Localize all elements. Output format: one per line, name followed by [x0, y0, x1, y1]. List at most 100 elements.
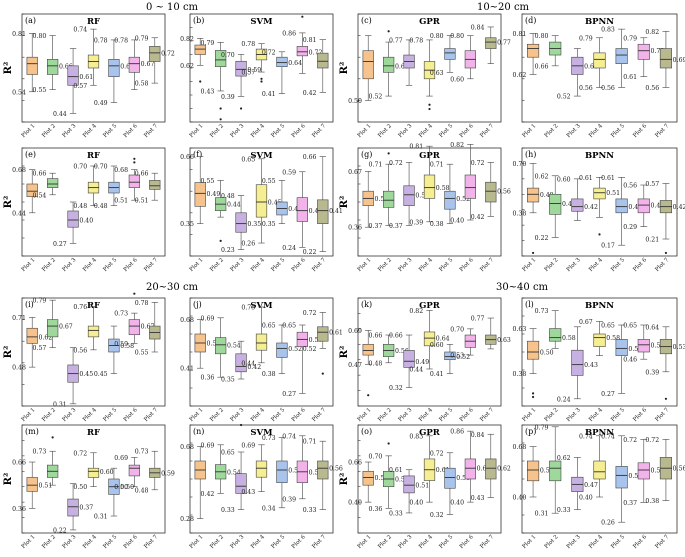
outlier-point — [219, 239, 222, 242]
label-max: 0.73 — [33, 449, 47, 456]
box-iqr — [485, 37, 497, 49]
panel-title: BPNN — [585, 151, 614, 161]
label-max: 0.66 — [369, 333, 383, 340]
label-median: 0.60 — [100, 469, 114, 476]
panel-title: SVM — [250, 17, 273, 27]
label-median: 0.52 — [628, 473, 642, 480]
label-median: 0.61 — [329, 330, 343, 337]
label-min: 0.39 — [221, 94, 235, 101]
x-tick-label: Plot 2 — [209, 534, 225, 550]
x-tick-label: Plot 6 — [632, 123, 648, 139]
panel-title: GPR — [419, 301, 441, 311]
label-max: 0.73 — [114, 311, 128, 318]
x-tick-label: Plot 7 — [654, 257, 670, 273]
box-3: 0.52 0.66 Plot 3 — [557, 48, 598, 139]
label-min: 0.37 — [369, 223, 383, 230]
y-axis-label: R² — [339, 346, 350, 359]
panel-title: RF — [87, 301, 100, 311]
x-tick-label: Plot 1 — [357, 123, 373, 139]
label-max: 0.78 — [241, 41, 255, 48]
label-max: 0.65 — [241, 156, 255, 163]
panel-frame — [521, 13, 678, 123]
label-min: 0.56 — [601, 85, 615, 92]
x-tick-label: Plot 1 — [522, 534, 538, 550]
label-min: 0.40 — [579, 495, 593, 502]
x-tick-label: Plot 7 — [311, 257, 327, 273]
panel-letter: (c) — [361, 16, 372, 25]
outlier-point — [387, 152, 390, 155]
box-iqr — [403, 185, 415, 206]
label-max: 0.81 — [12, 31, 26, 38]
outlier-point — [387, 442, 390, 445]
label-min: 0.60 — [450, 76, 464, 83]
label-median: 0.50 — [540, 350, 554, 357]
outlier-point — [199, 80, 202, 83]
box-iqr — [527, 43, 540, 58]
x-tick-label: Plot 4 — [588, 534, 604, 550]
label-max: 0.78 — [409, 37, 423, 44]
label-min: 0.40 — [450, 500, 464, 507]
label-max: 0.62 — [535, 173, 549, 180]
label-min: 0.51 — [135, 198, 149, 205]
panel-h: (h) BPNN 0.70 0.38 0.49 Plot 1 0.62 0.22 0.44 Plo… — [513, 147, 685, 273]
box-iqr — [26, 327, 38, 344]
label-max: 0.66 — [348, 460, 362, 467]
label-max: 0.48 — [221, 193, 235, 200]
box-iqr — [549, 328, 562, 342]
box-4: 0.72 0.50 0.60 Plot 4 — [73, 450, 113, 550]
label-max: 0.78 — [114, 37, 128, 44]
box-3: 0.31 0.45 Plot 3 — [53, 347, 93, 423]
label-min: 0.24 — [557, 396, 571, 403]
label-median: 0.55 — [651, 468, 665, 475]
box-iqr — [444, 467, 456, 489]
label-max: 0.69 — [241, 442, 255, 449]
label-median: 0.49 — [207, 191, 221, 198]
label-min: 0.22 — [535, 235, 549, 242]
label-min: 0.63 — [430, 70, 444, 77]
x-tick-label: Plot 3 — [398, 534, 414, 550]
label-median: 0.44 — [562, 201, 576, 208]
x-tick-label: Plot 4 — [82, 123, 98, 139]
label-min: 0.48 — [12, 365, 26, 372]
outlier-point — [598, 233, 601, 236]
outlier-point — [239, 107, 243, 110]
box-2: 0.80 0.55 0.66 Plot 2 — [33, 33, 73, 139]
label-median: 0.45 — [268, 200, 282, 207]
x-tick-label: Plot 2 — [41, 257, 57, 273]
label-min: 0.36 — [12, 506, 26, 513]
box-iqr — [194, 44, 206, 55]
label-max: 0.65 — [623, 323, 637, 330]
label-median: 0.52 — [288, 346, 302, 353]
label-min: 0.33 — [389, 510, 403, 517]
box-iqr — [317, 326, 329, 342]
box-iqr — [615, 339, 628, 356]
label-min: 0.66 — [535, 63, 549, 70]
x-tick-label: Plot 7 — [143, 123, 159, 139]
label-min: 0.38 — [513, 210, 527, 217]
label-min: 0.48 — [135, 487, 149, 494]
label-median: 0.37 — [79, 504, 93, 511]
label-min: 0.45 — [94, 371, 108, 378]
box-iqr — [637, 339, 650, 353]
panel-title: RF — [87, 428, 100, 438]
label-median: 0.58 — [606, 335, 620, 342]
label-min: 0.36 — [369, 506, 383, 513]
panel-letter: (e) — [25, 150, 36, 159]
box-6: 0.73 0.59 0.67 Plot 6 — [114, 292, 155, 423]
label-min: 0.50 — [73, 484, 87, 491]
label-max: 0.79 — [33, 298, 47, 305]
x-tick-label: Plot 7 — [143, 407, 159, 423]
box-1: 0.68 0.41 0.55 Plot 1 — [180, 317, 220, 423]
outlier-point — [219, 118, 222, 121]
label-median: 0.56 — [395, 348, 409, 355]
label-max: 0.68 — [180, 317, 194, 324]
x-tick-label: Plot 6 — [123, 257, 139, 273]
label-min: 0.42 — [471, 214, 485, 221]
label-min: 0.40 — [409, 500, 423, 507]
label-min: 0.22 — [303, 249, 317, 256]
label-max: 0.69 — [201, 442, 215, 449]
label-median: 0.58 — [120, 343, 134, 350]
panel-letter: (k) — [361, 300, 372, 309]
outlier-point — [239, 423, 243, 427]
label-median: 0.58 — [436, 185, 450, 192]
